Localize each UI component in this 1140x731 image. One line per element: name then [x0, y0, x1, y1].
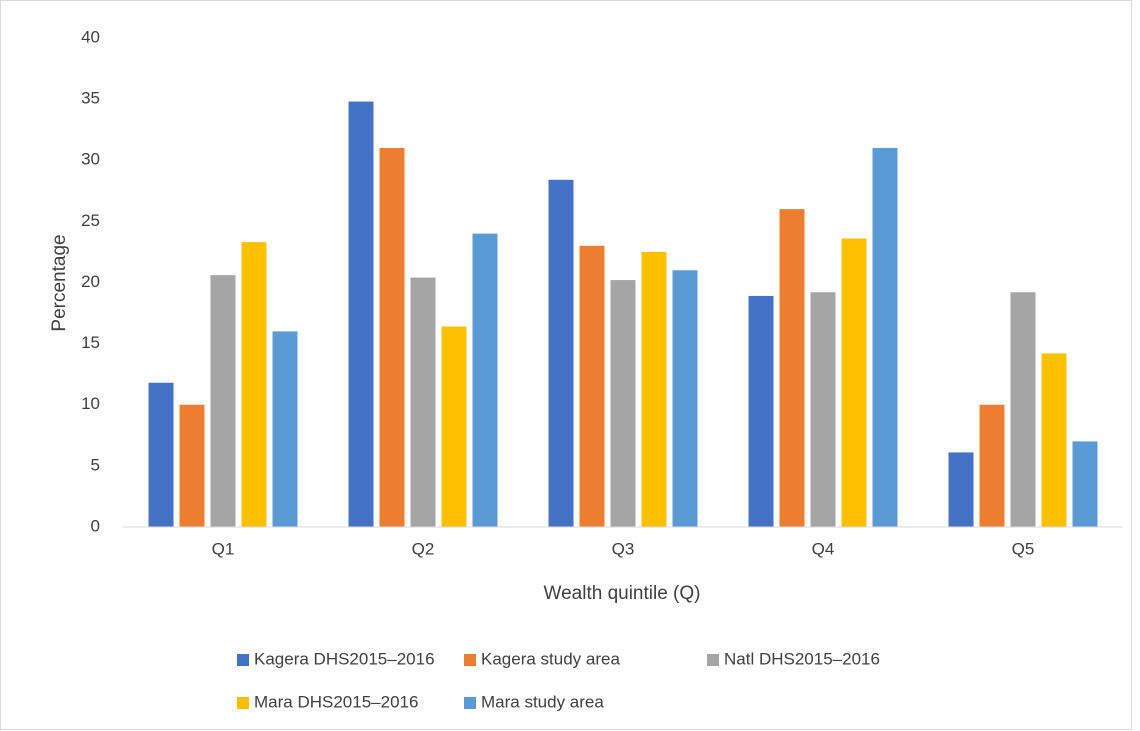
bar — [779, 209, 805, 527]
bar — [841, 238, 867, 528]
bar — [1072, 441, 1098, 527]
y-tick-label: 10 — [81, 394, 100, 413]
x-tick-label: Q4 — [812, 539, 835, 558]
legend-swatch — [707, 654, 719, 666]
bar — [379, 148, 405, 527]
y-tick-label: 30 — [81, 150, 100, 169]
bar — [948, 452, 974, 527]
legend-label: Kagera study area — [481, 649, 620, 668]
bar — [1041, 353, 1067, 527]
y-tick-label: 35 — [81, 89, 100, 108]
legend-label: Kagera DHS2015–2016 — [254, 649, 435, 668]
bar — [641, 251, 667, 527]
x-tick-label: Q3 — [612, 539, 635, 558]
bar — [410, 277, 436, 527]
y-tick-label: 0 — [91, 516, 100, 535]
x-tick-label: Q1 — [212, 539, 235, 558]
legend-swatch — [237, 697, 249, 709]
bar — [748, 295, 774, 527]
y-tick-label: 40 — [81, 27, 100, 46]
bar — [210, 275, 236, 527]
bar — [579, 245, 605, 527]
bar — [272, 331, 298, 527]
bar — [241, 242, 267, 527]
x-tick-label: Q2 — [412, 539, 435, 558]
bar — [548, 179, 574, 527]
legend-label: Mara study area — [481, 692, 604, 711]
bar — [441, 326, 467, 527]
legend-swatch — [464, 654, 476, 666]
legend-swatch — [237, 654, 249, 666]
x-tick-label: Q5 — [1012, 539, 1035, 558]
legend-label: Mara DHS2015–2016 — [254, 692, 418, 711]
legend-label: Natl DHS2015–2016 — [724, 649, 880, 668]
bar — [610, 280, 636, 527]
y-tick-label: 20 — [81, 272, 100, 291]
y-tick-label: 15 — [81, 333, 100, 352]
legend-swatch — [464, 697, 476, 709]
y-tick-label: 5 — [91, 455, 100, 474]
bar — [1010, 292, 1036, 527]
bar — [672, 270, 698, 527]
y-tick-label: 25 — [81, 211, 100, 230]
bar — [148, 382, 174, 527]
x-axis-title: Wealth quintile (Q) — [544, 583, 701, 604]
y-axis-title: Percentage — [49, 234, 70, 331]
bar — [472, 233, 498, 527]
bar — [872, 148, 898, 527]
bar — [810, 292, 836, 527]
bar — [979, 404, 1005, 527]
bar — [348, 101, 374, 527]
bar — [179, 404, 205, 527]
